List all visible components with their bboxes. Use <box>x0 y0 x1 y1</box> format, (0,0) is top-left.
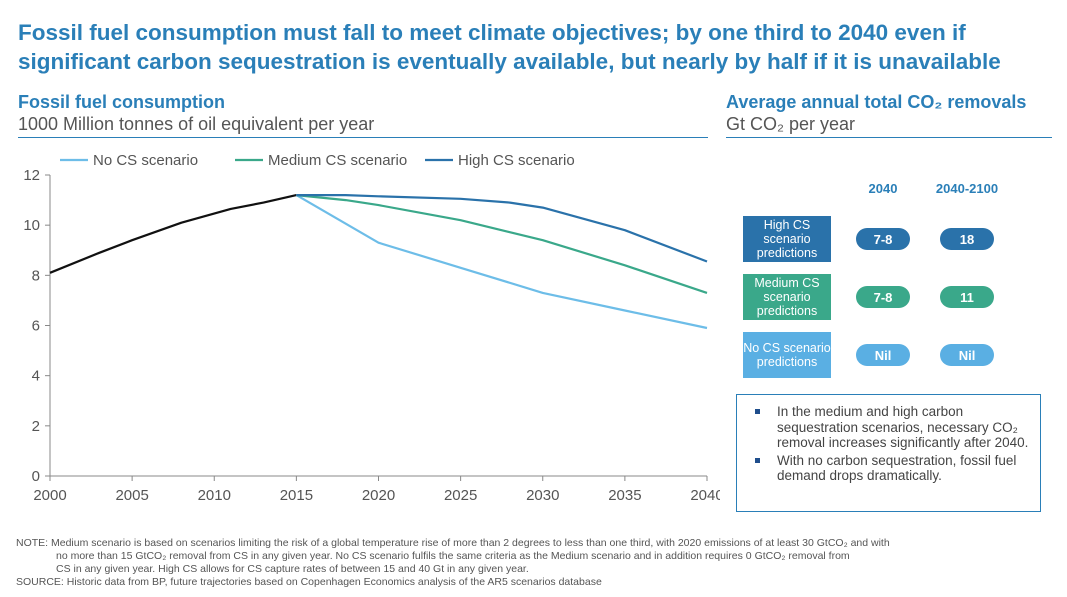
legend-label: High CS scenario <box>458 152 575 169</box>
pill-no-cs-2100: Nil <box>940 344 994 366</box>
notes-box: In the medium and high carbon sequestrat… <box>736 394 1041 512</box>
row-label-medium-cs: Medium CS scenario predictions <box>743 274 831 320</box>
footnote-line-3: CS in any given year. High CS allows for… <box>56 563 529 575</box>
x-tick-label: 2010 <box>198 487 231 504</box>
x-tick-label: 2025 <box>444 487 477 504</box>
y-tick-label: 8 <box>32 267 40 284</box>
y-tick-label: 10 <box>23 217 40 234</box>
x-tick-label: 2030 <box>526 487 559 504</box>
footnote-line-1: NOTE: Medium scenario is based on scenar… <box>16 537 890 549</box>
left-panel-heading: Fossil fuel consumption <box>18 92 226 112</box>
y-tick-label: 2 <box>32 418 40 435</box>
series-line-no-cs-scenario <box>295 194 708 330</box>
right-panel-rule <box>726 137 1052 138</box>
note-bullet-2: With no carbon sequestration, fossil fue… <box>749 453 1030 484</box>
footnote-line-2: no more than 15 GtCO₂ removal from CS in… <box>56 550 850 562</box>
pill-high-cs-2040: 7-8 <box>856 228 910 250</box>
y-tick-label: 12 <box>23 167 40 184</box>
legend-label: No CS scenario <box>93 152 198 169</box>
row-label-high-cs: High CS scenario predictions <box>743 216 831 262</box>
legend-label: Medium CS scenario <box>268 152 407 169</box>
x-tick-label: 2040 <box>690 487 720 504</box>
col-header-2040-2100: 2040-2100 <box>935 181 999 196</box>
pill-medium-cs-2100: 11 <box>940 286 994 308</box>
x-tick-label: 2015 <box>280 487 313 504</box>
y-tick-label: 6 <box>32 318 40 335</box>
x-tick-label: 2020 <box>362 487 395 504</box>
pill-no-cs-2040: Nil <box>856 344 910 366</box>
fuel-consumption-chart: 0 2 4 6 8 10 12 2000 2005 2010 2015 2020 2025 2030 203… <box>23 152 720 504</box>
series-line-high-cs-scenario <box>296 194 708 263</box>
title-line-1: Fossil fuel consumption must fall to mee… <box>18 20 966 45</box>
left-panel-rule <box>18 137 708 138</box>
series-line-medium-cs-scenario <box>296 194 708 294</box>
col-header-2040: 2040 <box>868 181 898 196</box>
x-tick-label: 2000 <box>33 487 66 504</box>
series-line-historic <box>49 194 297 274</box>
pill-high-cs-2100: 18 <box>940 228 994 250</box>
right-panel-heading: Average annual total CO₂ removals <box>726 92 1027 112</box>
page-title: Fossil fuel consumption must fall to mee… <box>18 18 1058 76</box>
y-tick-label: 4 <box>32 368 40 385</box>
row-label-no-cs: No CS scenario predictions <box>743 332 831 378</box>
y-tick-label: 0 <box>32 468 40 485</box>
x-tick-label: 2035 <box>608 487 641 504</box>
left-panel-subheading: 1000 Million tonnes of oil equivalent pe… <box>18 114 375 134</box>
x-tick-label: 2005 <box>115 487 148 504</box>
footnote-source: SOURCE: Historic data from BP, future tr… <box>16 576 602 588</box>
title-line-2: significant carbon sequestration is even… <box>18 49 1001 74</box>
pill-medium-cs-2040: 7-8 <box>856 286 910 308</box>
note-bullet-1: In the medium and high carbon sequestrat… <box>749 404 1030 451</box>
right-panel-subheading: Gt CO₂ per year <box>726 114 856 134</box>
